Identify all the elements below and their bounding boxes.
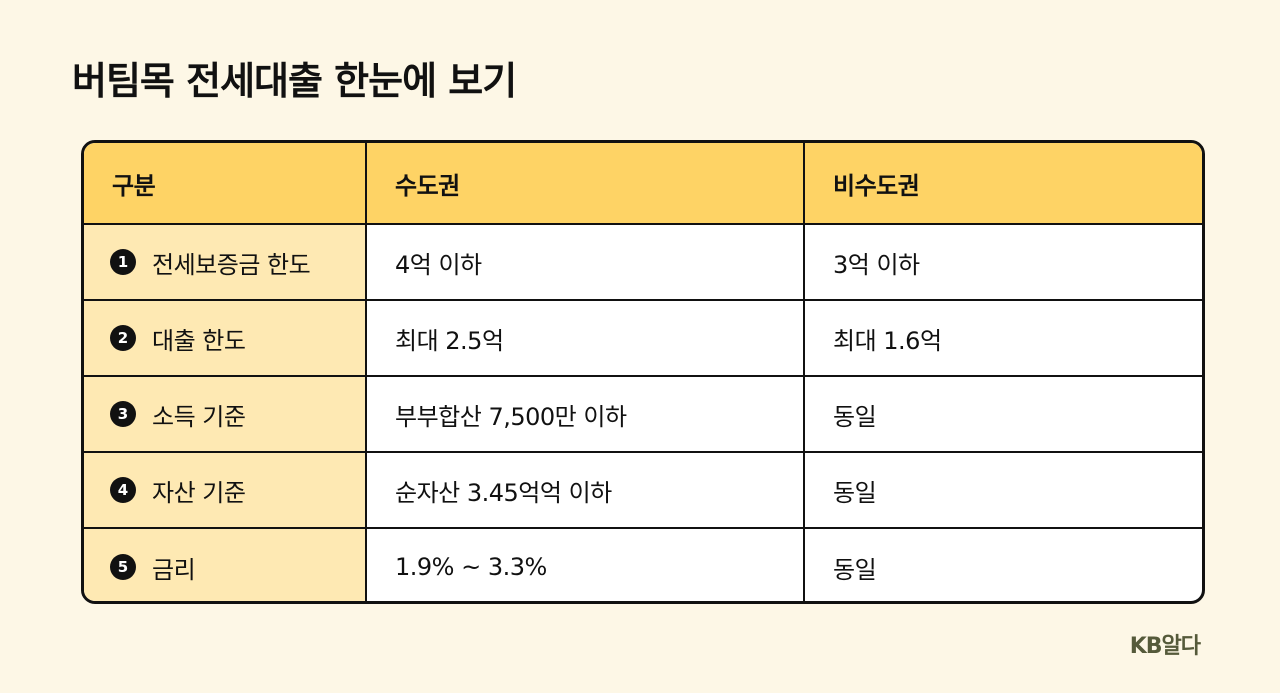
- number-badge: 3: [110, 401, 136, 427]
- row-label: 금리: [152, 555, 196, 584]
- row-label: 소득 기준: [152, 402, 246, 431]
- brand-logo: KB알다: [1129, 634, 1201, 659]
- non-metro-cell: 동일: [803, 375, 1202, 453]
- header-metro: 수도권: [365, 143, 805, 225]
- page-title: 버팀목 전세대출 한눈에 보기: [72, 59, 517, 103]
- header-non-metro: 비수도권: [803, 143, 1202, 225]
- number-badge: 1: [110, 249, 136, 275]
- header-category: 구분: [84, 143, 367, 225]
- comparison-table: 구분 수도권 비수도권 1 전세보증금 한도 4억 이하 3억 이하 2 대출 한도…: [81, 140, 1205, 604]
- metro-cell: 부부합산 7,500만 이하: [365, 375, 805, 453]
- non-metro-cell: 최대 1.6억: [803, 299, 1202, 377]
- row-label-cell: 1 전세보증금 한도: [84, 223, 367, 301]
- non-metro-cell: 동일: [803, 451, 1202, 529]
- metro-cell: 최대 2.5억: [365, 299, 805, 377]
- table-row: 1 전세보증금 한도 4억 이하 3억 이하: [84, 223, 1202, 301]
- row-label-cell: 4 자산 기준: [84, 451, 367, 529]
- non-metro-cell: 동일: [803, 527, 1202, 601]
- table-row: 5 금리 1.9% ~ 3.3% 동일: [84, 527, 1202, 601]
- row-label-cell: 2 대출 한도: [84, 299, 367, 377]
- row-label: 전세보증금 한도: [152, 250, 311, 279]
- row-label: 대출 한도: [152, 326, 246, 355]
- number-badge: 5: [110, 554, 136, 580]
- metro-cell: 순자산 3.45억억 이하: [365, 451, 805, 529]
- metro-cell: 1.9% ~ 3.3%: [365, 527, 805, 601]
- table-header-row: 구분 수도권 비수도권: [84, 143, 1202, 225]
- number-badge: 2: [110, 325, 136, 351]
- row-label-cell: 3 소득 기준: [84, 375, 367, 453]
- row-label: 자산 기준: [152, 478, 246, 507]
- number-badge: 4: [110, 477, 136, 503]
- metro-cell: 4억 이하: [365, 223, 805, 301]
- table-row: 4 자산 기준 순자산 3.45억억 이하 동일: [84, 451, 1202, 529]
- row-label-cell: 5 금리: [84, 527, 367, 601]
- table-row: 3 소득 기준 부부합산 7,500만 이하 동일: [84, 375, 1202, 453]
- table-row: 2 대출 한도 최대 2.5억 최대 1.6억: [84, 299, 1202, 377]
- non-metro-cell: 3억 이하: [803, 223, 1202, 301]
